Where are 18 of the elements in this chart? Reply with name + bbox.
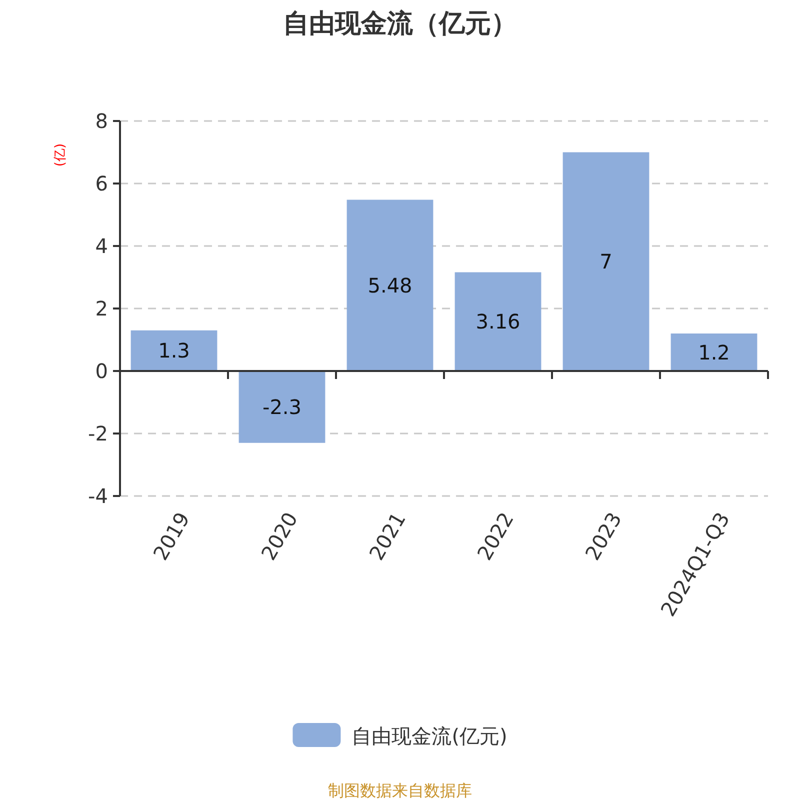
data-label: 1.2 xyxy=(698,340,730,364)
data-label: 1.3 xyxy=(158,338,190,363)
legend-label: 自由现金流(亿元) xyxy=(352,724,508,748)
y-tick-label: 0 xyxy=(95,359,108,383)
chart-title: 自由现金流（亿元） xyxy=(283,9,517,39)
y-tick-label: -2 xyxy=(88,422,108,446)
text: 制图数据来自数据库 xyxy=(328,781,472,800)
legend: 自由现金流(亿元) xyxy=(292,723,508,748)
y-axis-title: (亿) xyxy=(53,143,68,167)
data-label: 5.48 xyxy=(368,273,412,298)
y-tick-label: 4 xyxy=(95,234,108,258)
data-label: -2.3 xyxy=(262,394,302,419)
data-label: 7 xyxy=(600,250,612,274)
y-tick-label: 8 xyxy=(95,109,108,133)
y-tick-label: 6 xyxy=(95,172,108,196)
data-label: 3.16 xyxy=(476,310,520,334)
y-tick-label: -4 xyxy=(88,484,108,508)
y-tick-label: 2 xyxy=(95,296,108,320)
